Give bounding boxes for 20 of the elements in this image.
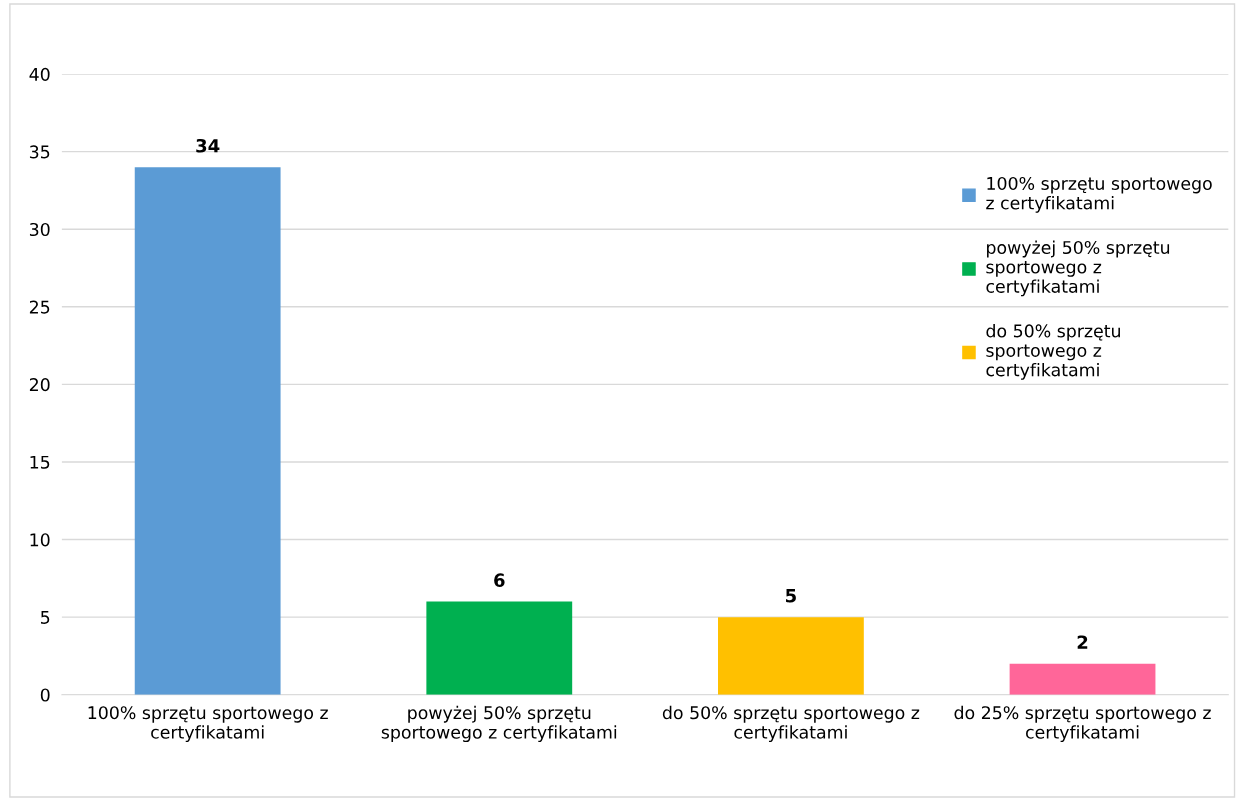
y-tick-label: 15: [30, 455, 50, 469]
x-tick-label: do 50% sprzętu sportowego z certyfikatami: [662, 705, 920, 743]
y-tick-label: 20: [29, 378, 50, 392]
y-tick-label: 5: [41, 611, 50, 624]
y-tick-label: 40: [29, 67, 50, 81]
x-tick-label: 100% sprzętu sportowego z certyfikatami: [88, 706, 328, 743]
y-tick-label: 30: [29, 222, 50, 237]
legend-label: powyżej 50% sprzętu sportowego z certyfikatami: [986, 240, 1170, 297]
y-tick-label: 35: [29, 145, 50, 159]
y-tick-label: 10: [30, 533, 50, 547]
legend-label: do 50% sprzętu sportowego z certyfikatami: [986, 324, 1120, 380]
y-tick-label: 25: [29, 300, 50, 314]
x-tick-label: powyżej 50% sprzętu sportowego z certyfikatami: [381, 705, 617, 743]
data-label: 5: [786, 589, 796, 603]
data-label: 6: [494, 573, 505, 588]
x-tick-label: do 25% sprzętu sportowego z certyfikatami: [954, 705, 1211, 743]
data-label: 34: [196, 138, 220, 153]
y-tick-label: 0: [40, 688, 50, 702]
legend-label: 100% sprzętu sportowego z certyfikatami: [986, 176, 1212, 213]
data-label: 2: [1077, 635, 1088, 649]
